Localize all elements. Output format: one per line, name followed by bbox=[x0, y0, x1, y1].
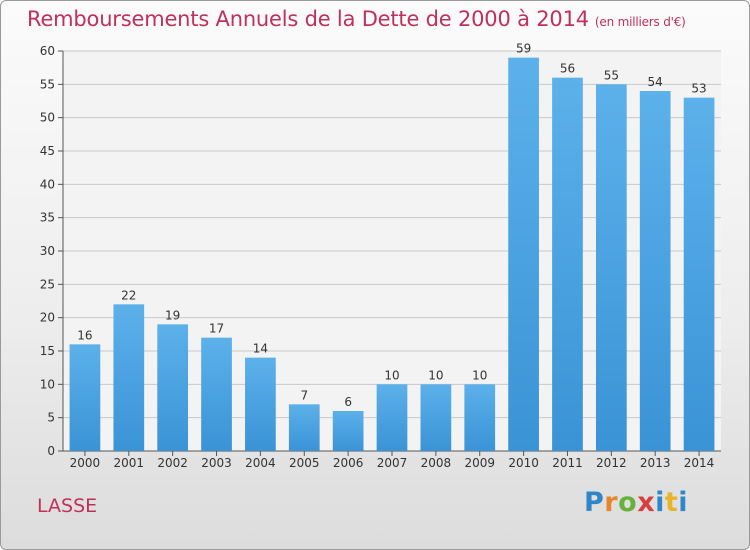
bar bbox=[639, 91, 671, 451]
y-tick-label: 40 bbox=[40, 177, 55, 191]
data-label: 22 bbox=[121, 288, 136, 302]
x-tick-label: 2007 bbox=[377, 456, 408, 470]
x-tick-label: 2013 bbox=[640, 456, 671, 470]
x-tick-label: 2003 bbox=[201, 456, 232, 470]
x-tick-label: 2008 bbox=[421, 456, 452, 470]
data-label: 14 bbox=[253, 342, 268, 356]
bar bbox=[508, 57, 539, 452]
bar bbox=[464, 384, 496, 451]
bar bbox=[595, 84, 627, 451]
bar bbox=[332, 411, 364, 451]
bar bbox=[552, 77, 583, 452]
data-label: 54 bbox=[648, 75, 663, 89]
data-label: 10 bbox=[384, 368, 399, 382]
y-tick-label: 0 bbox=[47, 444, 55, 458]
bar bbox=[113, 304, 145, 451]
y-tick-label: 25 bbox=[40, 277, 55, 291]
data-label: 17 bbox=[209, 322, 224, 336]
bar bbox=[376, 384, 408, 451]
x-tick-label: 2002 bbox=[157, 456, 188, 470]
x-tick-label: 2006 bbox=[333, 456, 364, 470]
y-tick-label: 20 bbox=[40, 311, 55, 325]
x-tick-label: 2005 bbox=[289, 456, 320, 470]
y-tick-label: 30 bbox=[40, 244, 55, 258]
x-tick-label: 2004 bbox=[245, 456, 276, 470]
x-tick-label: 2011 bbox=[552, 456, 583, 470]
x-tick-label: 2000 bbox=[70, 456, 101, 470]
x-tick-label: 2009 bbox=[464, 456, 495, 470]
bar bbox=[201, 337, 232, 451]
data-label: 6 bbox=[344, 395, 352, 409]
commune-name: LASSE bbox=[37, 495, 98, 517]
chart-title-text: Remboursements Annuels de la Dette de 20… bbox=[27, 7, 589, 31]
proxiti-logo: Proxiti bbox=[584, 487, 689, 518]
y-tick-label: 45 bbox=[40, 144, 55, 158]
bar bbox=[420, 384, 452, 451]
y-tick-label: 15 bbox=[40, 344, 55, 358]
bar bbox=[157, 324, 189, 451]
y-tick-label: 35 bbox=[40, 211, 55, 225]
y-tick-label: 5 bbox=[47, 411, 55, 425]
x-tick-label: 2014 bbox=[684, 456, 715, 470]
y-tick-label: 60 bbox=[40, 44, 55, 58]
bar bbox=[69, 344, 101, 451]
data-label: 59 bbox=[516, 42, 531, 56]
y-tick-label: 55 bbox=[40, 77, 55, 91]
bar bbox=[245, 357, 276, 451]
y-tick-label: 50 bbox=[40, 111, 55, 125]
data-label: 19 bbox=[165, 308, 180, 322]
chart-unit: (en milliers d'€) bbox=[594, 15, 686, 29]
data-label: 56 bbox=[560, 62, 575, 76]
data-label: 16 bbox=[77, 328, 92, 342]
x-tick-label: 2010 bbox=[508, 456, 539, 470]
data-label: 55 bbox=[604, 68, 619, 82]
bar bbox=[288, 404, 320, 451]
y-tick-label: 10 bbox=[40, 377, 55, 391]
data-label: 7 bbox=[300, 388, 308, 402]
data-label: 53 bbox=[691, 82, 706, 96]
bar bbox=[683, 97, 715, 452]
x-tick-label: 2012 bbox=[596, 456, 627, 470]
chart-title: Remboursements Annuels de la Dette de 20… bbox=[27, 7, 686, 31]
data-label: 10 bbox=[472, 368, 487, 382]
x-tick-label: 2001 bbox=[114, 456, 145, 470]
data-label: 10 bbox=[428, 368, 443, 382]
